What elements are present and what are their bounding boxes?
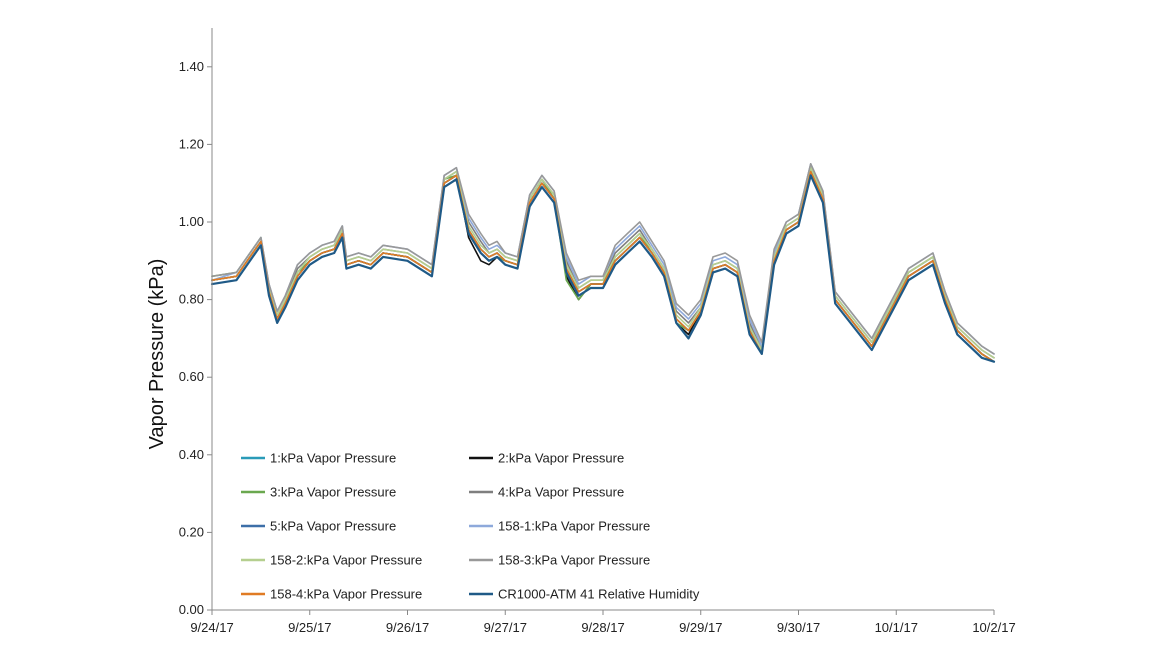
y-tick-label: 0.00 — [179, 602, 204, 617]
y-tick-label: 0.80 — [179, 292, 204, 307]
y-tick-label: 0.40 — [179, 447, 204, 462]
legend-label: 4:kPa Vapor Pressure — [498, 485, 624, 500]
legend-label: 158-3:kPa Vapor Pressure — [498, 553, 650, 568]
legend-label: 158-1:kPa Vapor Pressure — [498, 519, 650, 534]
legend-label: 1:kPa Vapor Pressure — [270, 451, 396, 466]
y-tick-label: 1.40 — [179, 59, 204, 74]
series-line-7 — [211, 166, 995, 359]
legend: 1:kPa Vapor Pressure 2:kPa Vapor Pressure… — [241, 451, 700, 602]
legend-label: 2:kPa Vapor Pressure — [498, 451, 624, 466]
x-axis-ticks: 9/24/17 9/25/17 9/26/17 9/27/17 9/28/17 9/29/… — [190, 610, 1016, 635]
x-tick-label: 9/27/17 — [484, 620, 527, 635]
x-tick-label: 10/1/17 — [875, 620, 918, 635]
legend-label: CR1000-ATM 41 Relative Humidity — [498, 587, 700, 602]
y-tick-label: 1.00 — [179, 214, 204, 229]
y-axis-title: Vapor Pressure (kPa) — [146, 259, 168, 450]
y-tick-label: 0.60 — [179, 369, 204, 384]
plot-area — [210, 163, 996, 363]
series-layer — [210, 163, 996, 363]
x-tick-label: 9/30/17 — [777, 620, 820, 635]
y-axis-ticks: 0.00 0.20 0.40 0.60 0.80 1.00 1.20 1.40 — [179, 59, 212, 617]
x-tick-label: 10/2/17 — [972, 620, 1015, 635]
series-line-10 — [210, 174, 996, 363]
x-tick-label: 9/28/17 — [581, 620, 624, 635]
series-line-9 — [211, 170, 995, 363]
y-tick-label: 0.20 — [179, 524, 204, 539]
x-tick-label: 9/24/17 — [190, 620, 233, 635]
series-line-8 — [211, 163, 995, 355]
series-line-6 — [211, 163, 995, 355]
y-tick-label: 1.20 — [179, 136, 204, 151]
legend-label: 158-4:kPa Vapor Pressure — [270, 587, 422, 602]
x-tick-label: 9/25/17 — [288, 620, 331, 635]
legend-label: 5:kPa Vapor Pressure — [270, 519, 396, 534]
x-tick-label: 9/26/17 — [386, 620, 429, 635]
legend-label: 158-2:kPa Vapor Pressure — [270, 553, 422, 568]
x-tick-label: 9/29/17 — [679, 620, 722, 635]
legend-label: 3:kPa Vapor Pressure — [270, 485, 396, 500]
